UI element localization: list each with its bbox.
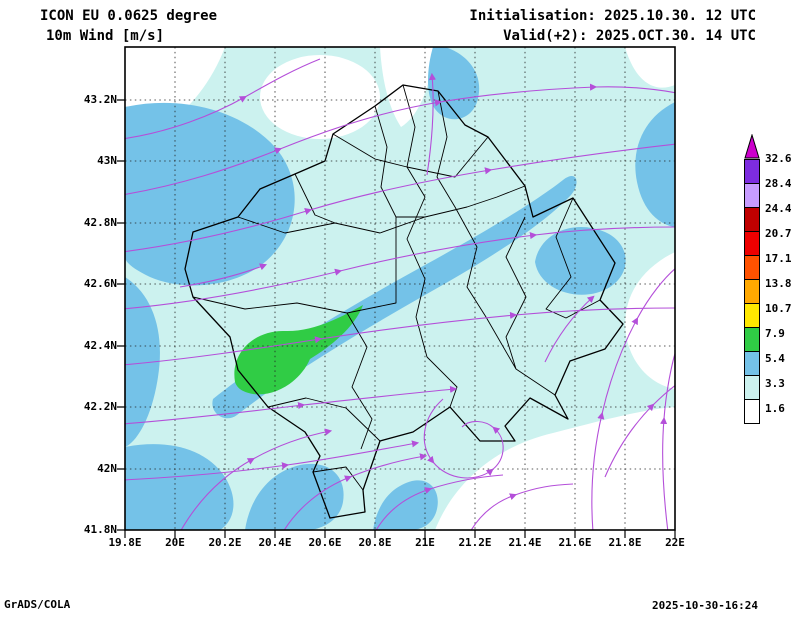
wind-streamlines: [125, 58, 675, 530]
y-tick-label: 42.6N: [83, 277, 117, 290]
colorbar-label: 5.4: [765, 352, 785, 365]
colorbar-label: 7.9: [765, 327, 785, 340]
y-tick-label: 42N: [97, 462, 117, 475]
y-tick-label: 41.8N: [83, 523, 117, 536]
x-tick-label: 21.8E: [608, 536, 642, 549]
colorbar-label: 24.4: [765, 202, 792, 215]
colorbar-label: 10.7: [765, 302, 792, 315]
field-title: 10m Wind [m/s]: [46, 28, 165, 44]
x-tick-label: 21E: [415, 536, 435, 549]
colorbar-segment: [744, 231, 760, 256]
x-tick-label: 21.4E: [508, 536, 542, 549]
valid-time: Valid(+2): 2025.OCT.30. 14 UTC: [503, 28, 756, 44]
colorbar-segment: [744, 375, 760, 400]
generation-timestamp: 2025-10-30-16:24: [652, 599, 758, 612]
x-tick-label: 19.8E: [108, 536, 142, 549]
colorbar-segment: [744, 327, 760, 352]
colorbar-segment: [744, 207, 760, 232]
x-tick-label: 20.4E: [258, 536, 292, 549]
colorbar-label: 20.7: [765, 227, 792, 240]
plot-frame: [124, 46, 676, 531]
wind-shading: [125, 47, 675, 530]
model-title: ICON EU 0.0625 degree: [40, 8, 218, 24]
colorbar-segment: [744, 255, 760, 280]
y-tick-label: 43N: [97, 154, 117, 167]
colorbar-segment: [744, 279, 760, 304]
x-tick-label: 21.2E: [458, 536, 492, 549]
colorbar-label: 13.8: [765, 277, 792, 290]
x-tick-label: 22E: [665, 536, 685, 549]
colorbar-label: 1.6: [765, 402, 785, 415]
colorbar-label: 17.1: [765, 252, 792, 265]
colorbar-segment: [744, 399, 760, 424]
grads-credit: GrADS/COLA: [4, 598, 71, 611]
wind-field-map: [117, 46, 676, 538]
x-tick-label: 20E: [165, 536, 185, 549]
x-tick-label: 20.6E: [308, 536, 342, 549]
y-tick-label: 42.8N: [83, 216, 117, 229]
x-tick-label: 21.6E: [558, 536, 592, 549]
colorbar-label: 32.6: [765, 152, 792, 165]
x-tick-label: 20.8E: [358, 536, 392, 549]
axis-ticks: [117, 99, 676, 538]
y-tick-label: 43.2N: [83, 93, 117, 106]
init-time: Initialisation: 2025.10.30. 12 UTC: [469, 8, 756, 24]
colorbar: [744, 159, 760, 424]
colorbar-segment: [744, 159, 760, 184]
colorbar-segment: [744, 183, 760, 208]
colorbar-label: 28.4: [765, 177, 792, 190]
colorbar-segment: [744, 303, 760, 328]
colorbar-segment: [744, 351, 760, 376]
colorbar-arrow-icon: [744, 134, 760, 159]
colorbar-label: 3.3: [765, 377, 785, 390]
y-tick-label: 42.2N: [83, 400, 117, 413]
x-tick-label: 20.2E: [208, 536, 242, 549]
y-tick-label: 42.4N: [83, 339, 117, 352]
